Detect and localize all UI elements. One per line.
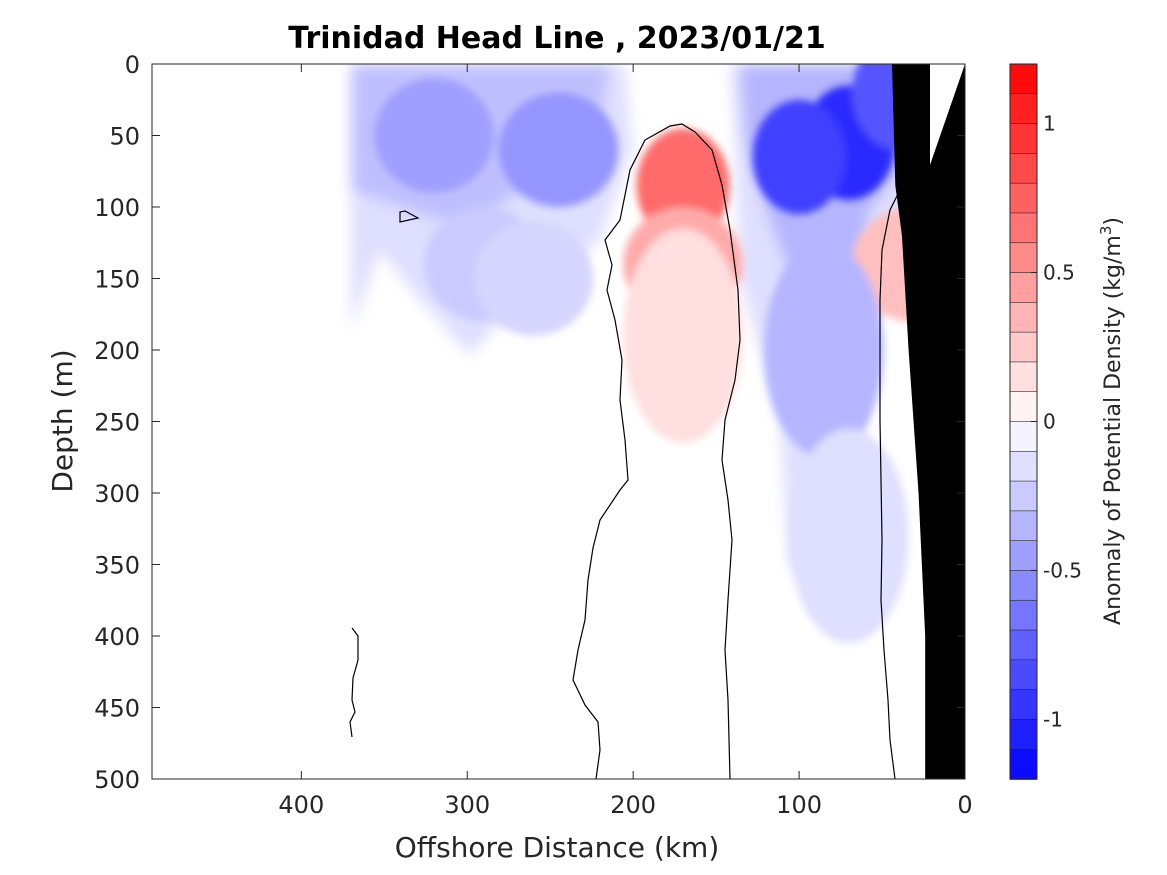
colorbar-ticks: 1 0.5 0 -0.5 -1: [1031, 112, 1082, 731]
x-tick-label: 100: [776, 791, 822, 819]
x-axis: 400 300 200 100 0: [278, 64, 973, 819]
colorbar-tick-label: -0.5: [1043, 558, 1082, 582]
colorbar: [1009, 63, 1038, 780]
colorbar-level: [1009, 63, 1038, 95]
colorbar-tick-label: -1: [1043, 707, 1063, 731]
y-tick-label: 150: [94, 266, 140, 294]
y-tick-label: 0: [125, 51, 140, 79]
seafloor-mask: [891, 64, 965, 779]
colorbar-level: [1009, 570, 1038, 602]
colorbar-level: [1009, 450, 1038, 482]
x-tick-label: 0: [957, 791, 972, 819]
y-tick-label: 50: [109, 123, 140, 151]
y-tick-label: 250: [94, 409, 140, 437]
zero-contour-central-west: [572, 123, 741, 779]
colorbar-level: [1009, 540, 1038, 572]
zero-contour-small: [399, 210, 420, 223]
colorbar-level: [1009, 599, 1038, 631]
colorbar-level: [1009, 242, 1038, 274]
colorbar-level: [1009, 93, 1038, 125]
colorbar-level: [1009, 748, 1038, 780]
y-axis: 0 50 100 150 200 250 300 350 400 450 500: [94, 51, 965, 794]
negative-anomaly: [764, 242, 884, 458]
x-tick-label: 200: [610, 791, 656, 819]
y-tick-label: 100: [94, 194, 140, 222]
x-axis-label: Offshore Distance (km): [395, 831, 720, 864]
colorbar-label: Anomaly of Potential Density (kg/m3): [1097, 217, 1126, 625]
colorbar-level: [1009, 659, 1038, 691]
colorbar-tick-label: 1: [1043, 112, 1056, 136]
colorbar-level: [1009, 689, 1038, 721]
x-tick-label: 300: [444, 791, 490, 819]
colorbar-tick-label: 0: [1043, 410, 1056, 434]
colorbar-level: [1009, 272, 1038, 304]
colorbar-level: [1009, 153, 1038, 184]
y-tick-label: 300: [94, 480, 140, 508]
colorbar-level: [1009, 421, 1038, 453]
colorbar-level: [1009, 123, 1038, 155]
y-tick-label: 350: [94, 552, 140, 580]
negative-anomaly: [473, 221, 594, 336]
x-tick-label: 400: [278, 791, 324, 819]
colorbar-level: [1009, 629, 1038, 661]
negative-anomaly: [752, 99, 846, 215]
negative-anomaly: [498, 92, 619, 207]
chart-title: Trinidad Head Line , 2023/01/21: [288, 21, 825, 56]
colorbar-level: [1009, 719, 1038, 751]
colorbar-level: [1009, 391, 1038, 423]
negative-anomaly: [374, 78, 494, 193]
colorbar-level: [1009, 212, 1038, 244]
positive-anomaly: [623, 228, 743, 443]
y-axis-label: Depth (m): [46, 349, 79, 492]
colorbar-level: [1009, 302, 1038, 333]
colorbar-level: [1009, 331, 1038, 363]
colorbar-level: [1009, 510, 1038, 542]
y-tick-label: 500: [94, 766, 140, 794]
coast-mask: [930, 64, 965, 165]
y-tick-label: 450: [94, 695, 140, 723]
colorbar-tick-label: 0.5: [1043, 261, 1075, 285]
y-tick-label: 400: [94, 623, 140, 651]
zero-contour-west: [349, 627, 359, 738]
colorbar-level: [1009, 480, 1038, 512]
negative-anomaly: [789, 428, 909, 644]
colorbar-level: [1009, 361, 1038, 393]
y-tick-label: 200: [94, 337, 140, 365]
colorbar-level: [1009, 182, 1038, 214]
